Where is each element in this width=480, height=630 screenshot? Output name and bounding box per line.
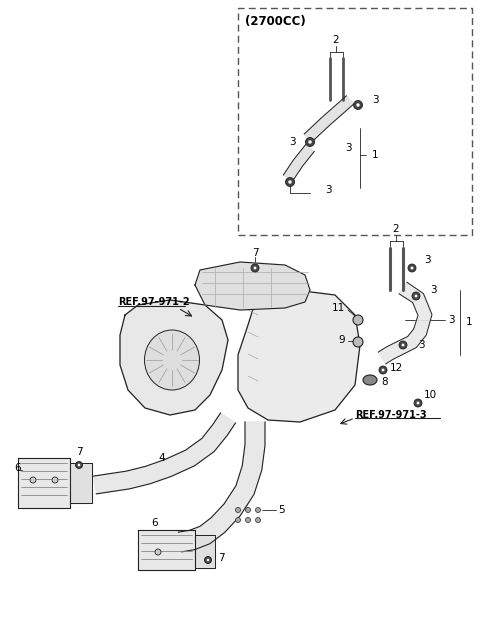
Circle shape — [414, 399, 422, 407]
Polygon shape — [70, 463, 92, 503]
Circle shape — [245, 508, 251, 512]
Circle shape — [245, 517, 251, 522]
Text: 9: 9 — [338, 335, 345, 345]
Circle shape — [356, 103, 360, 107]
Text: 3: 3 — [345, 143, 352, 153]
Circle shape — [410, 266, 414, 270]
Polygon shape — [283, 144, 314, 181]
Circle shape — [255, 517, 261, 522]
Polygon shape — [378, 282, 432, 364]
Text: (2700CC): (2700CC) — [245, 16, 306, 28]
Text: 1: 1 — [466, 317, 473, 327]
Text: 7: 7 — [252, 248, 258, 258]
Circle shape — [399, 341, 407, 349]
Polygon shape — [195, 262, 310, 310]
Text: 7: 7 — [76, 447, 82, 457]
Text: 3: 3 — [430, 285, 437, 295]
Text: 1: 1 — [372, 150, 379, 160]
Circle shape — [414, 294, 418, 298]
Text: 2: 2 — [393, 224, 399, 234]
Circle shape — [155, 549, 161, 555]
Text: 6: 6 — [152, 518, 158, 528]
Circle shape — [353, 337, 363, 347]
Circle shape — [30, 477, 36, 483]
Circle shape — [236, 517, 240, 522]
Text: 3: 3 — [325, 185, 332, 195]
Text: 10: 10 — [424, 390, 437, 400]
Circle shape — [204, 556, 212, 563]
Text: 3: 3 — [289, 137, 296, 147]
Circle shape — [379, 366, 387, 374]
Circle shape — [408, 264, 416, 272]
Text: 2: 2 — [333, 35, 339, 45]
Circle shape — [255, 508, 261, 512]
Text: 12: 12 — [390, 363, 403, 373]
Polygon shape — [120, 300, 228, 415]
Text: 11: 11 — [332, 303, 345, 313]
Polygon shape — [138, 530, 195, 570]
Ellipse shape — [144, 330, 200, 390]
Circle shape — [288, 180, 292, 184]
Text: 5: 5 — [278, 505, 285, 515]
FancyBboxPatch shape — [238, 8, 472, 235]
Circle shape — [401, 343, 405, 346]
Text: 3: 3 — [418, 340, 425, 350]
Text: 4: 4 — [159, 453, 165, 463]
Text: 3: 3 — [448, 315, 455, 325]
Circle shape — [236, 508, 240, 512]
Circle shape — [253, 266, 257, 270]
Polygon shape — [195, 535, 215, 568]
Text: REF.97-971-3: REF.97-971-3 — [355, 410, 427, 420]
Ellipse shape — [363, 375, 377, 385]
Polygon shape — [238, 290, 360, 422]
Circle shape — [75, 462, 83, 469]
Circle shape — [77, 464, 81, 467]
Circle shape — [305, 137, 314, 147]
Circle shape — [412, 292, 420, 300]
Circle shape — [353, 101, 362, 110]
Circle shape — [308, 140, 312, 144]
Circle shape — [251, 264, 259, 272]
Circle shape — [353, 315, 363, 325]
Text: 7: 7 — [218, 553, 225, 563]
Text: 8: 8 — [381, 377, 388, 387]
Text: REF.97-971-2: REF.97-971-2 — [118, 297, 190, 307]
Text: 6: 6 — [14, 463, 21, 473]
Polygon shape — [304, 96, 354, 142]
Circle shape — [381, 368, 385, 372]
Text: 3: 3 — [424, 255, 431, 265]
Text: 3: 3 — [372, 95, 379, 105]
Circle shape — [206, 558, 210, 561]
Circle shape — [416, 401, 420, 405]
Polygon shape — [179, 422, 265, 552]
Polygon shape — [94, 413, 236, 494]
Polygon shape — [18, 458, 70, 508]
Circle shape — [52, 477, 58, 483]
Circle shape — [286, 178, 295, 186]
